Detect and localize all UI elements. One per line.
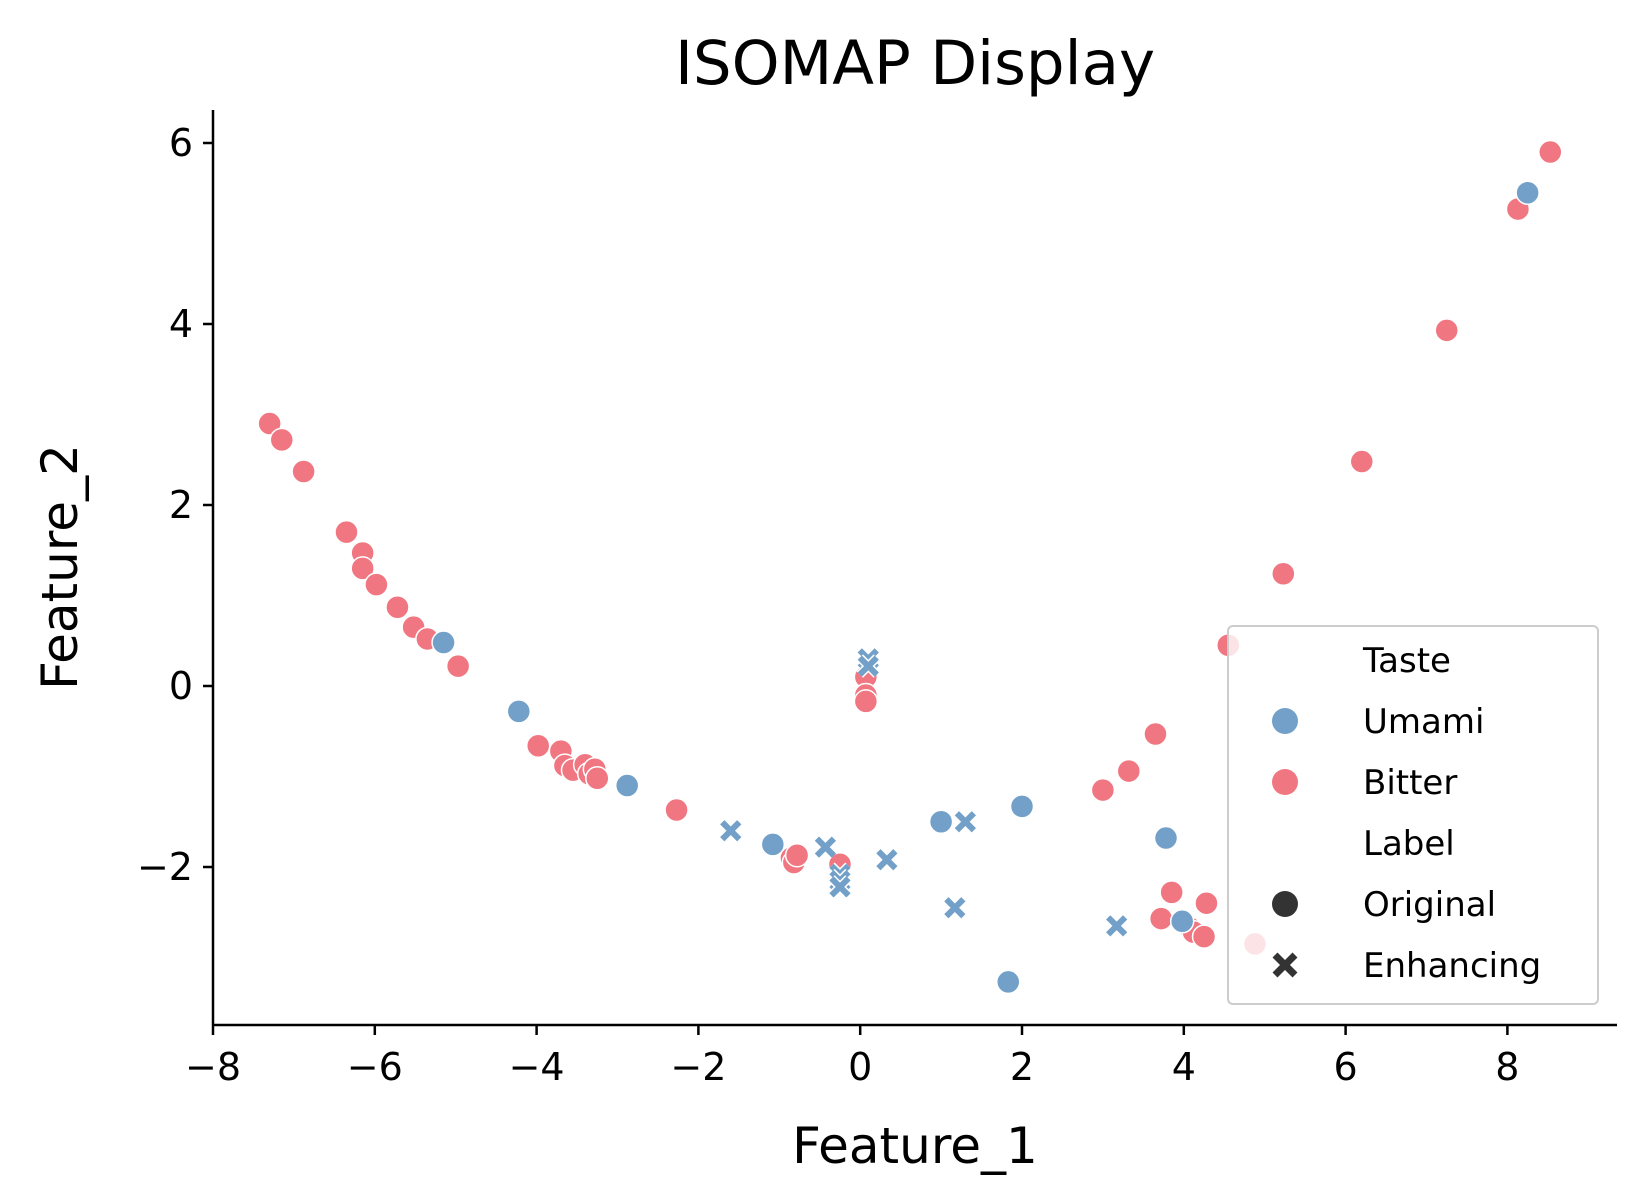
umami-enhancing-point [875, 848, 899, 872]
bitter-original-point [350, 556, 375, 581]
x-tick-label: 0 [848, 1045, 872, 1089]
bitter-original-point [1090, 777, 1116, 803]
legend-frame [1227, 625, 1599, 1005]
legend-umami-marker [1272, 708, 1298, 734]
legend-original-label: Original [1363, 885, 1496, 925]
legend-enhancing-marker [1272, 952, 1298, 978]
x-tick-label: −6 [347, 1045, 403, 1089]
bitter-original-point [585, 766, 610, 791]
x-tick-label: −8 [185, 1045, 241, 1089]
y-ticks: −2 0 2 4 6 [137, 121, 213, 889]
umami-enhancing-point [943, 896, 967, 920]
y-tick-label: 2 [169, 483, 193, 527]
legend-bitter-marker [1272, 769, 1298, 795]
bitter-original-point [1159, 880, 1184, 905]
bitter-original-point [257, 411, 282, 436]
x-tick-label: 8 [1495, 1045, 1519, 1089]
bitter-original-point [784, 842, 810, 868]
legend-hue-title: Taste [1362, 641, 1451, 681]
legend-original-marker [1272, 891, 1298, 917]
umami-enhancing-point [828, 875, 852, 899]
bitter-original-point [525, 733, 551, 758]
x-axis-label: Feature_1 [792, 1117, 1038, 1175]
bitter-original-point [291, 459, 316, 484]
x-ticks: −8 −6 −4 −2 0 2 4 6 8 [185, 1025, 1519, 1089]
legend-enhancing-label: Enhancing [1363, 946, 1541, 986]
umami-original-point [614, 773, 640, 798]
bitter-original-point [445, 653, 471, 679]
bitter-original-point [664, 797, 689, 823]
umami-original-point [431, 630, 456, 655]
umami-original-point [995, 969, 1021, 995]
x-tick-label: 2 [1010, 1045, 1034, 1089]
bitter-original-point [385, 595, 410, 620]
x-tick-label: 4 [1172, 1045, 1196, 1089]
bitter-original-point [364, 572, 389, 597]
umami-enhancing-point [856, 654, 880, 678]
y-tick-label: 4 [169, 302, 193, 346]
bitter-original-point [1271, 561, 1296, 587]
umami-original-point [1515, 180, 1540, 206]
legend-bitter-label: Bitter [1363, 763, 1457, 803]
umami-original-point [506, 699, 532, 724]
umami-enhancing-point [719, 819, 743, 843]
x-tick-label: −2 [670, 1045, 726, 1089]
umami-original-point [1169, 909, 1195, 934]
bitter-original-point [1148, 906, 1174, 931]
bitter-original-point [1349, 449, 1375, 474]
bitter-original-point [1143, 721, 1168, 747]
bitter-original-point [853, 689, 879, 714]
bitter-original-point [334, 519, 359, 545]
umami-enhancing-point [1104, 914, 1129, 938]
bitter-original-point [1538, 139, 1563, 165]
bitter-original-point [1116, 758, 1142, 784]
y-tick-label: 6 [169, 121, 193, 165]
chart-title: ISOMAP Display [675, 28, 1155, 99]
y-tick-label: 0 [169, 664, 193, 708]
legend-style-title: Label [1363, 824, 1455, 864]
x-tick-label: 6 [1334, 1045, 1358, 1089]
umami-original-point [1153, 825, 1179, 851]
bitter-original-point [1434, 318, 1459, 343]
umami-enhancing-point [953, 810, 978, 834]
y-axis-label: Feature_2 [31, 444, 89, 690]
umami-original-point [928, 809, 954, 834]
umami-original-point [760, 832, 786, 857]
y-tick-label: −2 [137, 845, 193, 889]
bitter-original-point [1191, 924, 1217, 949]
bitter-original-point [269, 427, 295, 453]
legend-umami-label: Umami [1363, 702, 1484, 742]
legend: Taste Umami Bitter Label Original Enhanc… [1227, 625, 1599, 1005]
umami-original-point [1009, 794, 1035, 819]
bitter-original-point [1194, 890, 1219, 916]
data-points [257, 139, 1563, 995]
umami-enhancing-point [813, 835, 838, 859]
x-tick-label: −4 [509, 1045, 565, 1089]
